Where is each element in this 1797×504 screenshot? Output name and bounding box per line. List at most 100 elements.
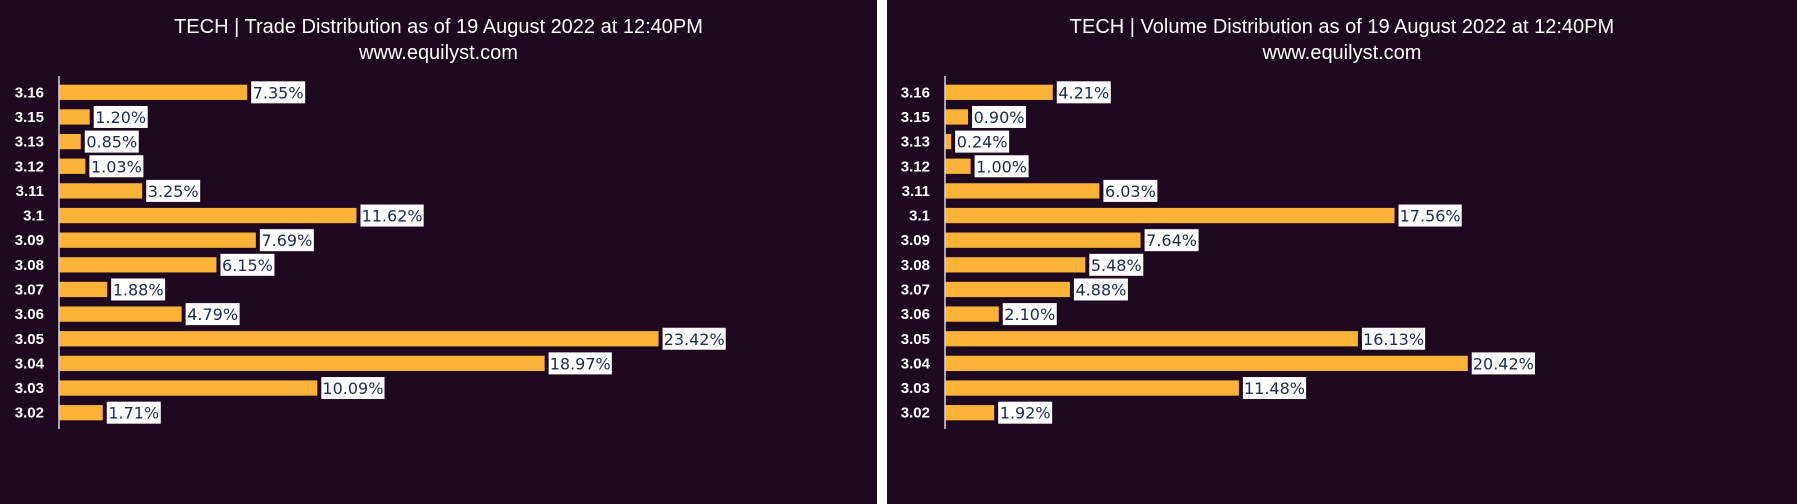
bar <box>945 207 1395 224</box>
category-tick-label: 3.09 <box>901 232 930 249</box>
data-label-background <box>251 81 306 104</box>
category-tick-label: 3.03 <box>901 380 930 397</box>
data-label: 23.42% <box>664 330 725 349</box>
bar <box>945 380 1239 396</box>
category-tick-label: 3.07 <box>15 281 44 298</box>
data-label: 3.25% <box>148 182 199 201</box>
bar <box>945 183 1100 199</box>
category-tick-label: 3.16 <box>15 84 44 101</box>
bar <box>59 405 103 421</box>
chart-title: TECH | Volume Distribution as of 19 Augu… <box>1069 16 1615 38</box>
category-tick-label: 3.05 <box>901 331 930 348</box>
data-label-background <box>1471 352 1535 375</box>
data-label-background <box>360 204 424 227</box>
category-tick-label: 3.09 <box>15 232 44 249</box>
data-label: 17.56% <box>1400 207 1461 226</box>
data-label-background <box>106 401 161 424</box>
bar <box>945 84 1053 100</box>
data-label-background <box>93 105 148 128</box>
data-label-background <box>662 327 726 350</box>
data-label: 1.20% <box>95 108 146 127</box>
data-label: 18.97% <box>550 354 611 373</box>
data-label: 1.88% <box>113 280 164 299</box>
data-label-background <box>955 130 1010 153</box>
category-tick-label: 3.04 <box>901 355 931 372</box>
data-label-background <box>548 352 612 375</box>
data-label: 1.71% <box>108 404 159 423</box>
data-label-background <box>111 278 166 301</box>
bar <box>59 281 108 298</box>
bar <box>59 232 256 248</box>
bar <box>59 109 90 125</box>
data-label: 4.79% <box>187 305 238 324</box>
bar <box>945 306 999 322</box>
bar <box>59 183 143 199</box>
data-label-background <box>974 155 1029 178</box>
trade-distribution-plot: 3.16 7.35%3.15 1.20%3.13 0.85%3.12 1.03%3.11… <box>15 76 726 429</box>
chart-subtitle: www.equilyst.com <box>359 42 518 64</box>
data-label: 0.24% <box>957 133 1008 152</box>
bar <box>945 158 971 174</box>
category-tick-label: 3.06 <box>15 306 44 323</box>
bar <box>59 331 659 347</box>
data-label-background <box>321 377 385 400</box>
category-tick-label: 3.12 <box>15 158 44 175</box>
data-label: 11.62% <box>362 207 423 226</box>
volume-distribution-plot: 3.16 4.21% 3.15 0.90% 3.13 0.24% 3.12 1.00% 3.1 1… <box>901 76 1535 429</box>
data-label: 6.15% <box>222 256 273 275</box>
data-label: 10.09% <box>322 379 383 398</box>
chart-title: TECH | Trade Distribution as of 19 Augus… <box>174 16 703 38</box>
data-label: 1.00% <box>976 157 1027 176</box>
data-label-background <box>1398 204 1462 227</box>
bar <box>59 355 545 372</box>
category-tick-label: 3.1 <box>909 208 930 225</box>
data-label: 20.42% <box>1473 354 1534 373</box>
data-label-background <box>259 229 314 252</box>
category-tick-label: 3.02 <box>901 405 930 422</box>
data-label: 16.13% <box>1363 330 1424 349</box>
data-label: 1.92% <box>1000 404 1051 423</box>
category-tick-label: 3.08 <box>901 257 930 274</box>
data-label: 7.64% <box>1146 231 1197 250</box>
data-label: 7.69% <box>261 231 312 250</box>
data-label-background <box>1002 303 1057 326</box>
category-tick-label: 3.03 <box>15 380 44 397</box>
data-label: 6.03% <box>1105 182 1156 201</box>
data-label-background <box>89 155 144 178</box>
bar <box>59 207 357 224</box>
bar <box>59 158 86 174</box>
bar <box>945 331 1358 347</box>
bar <box>945 405 995 421</box>
category-tick-label: 3.08 <box>15 257 44 274</box>
data-label: 11.48% <box>1244 379 1305 398</box>
data-label: 0.90% <box>974 108 1025 127</box>
bar <box>945 232 1141 248</box>
category-tick-label: 3.05 <box>15 331 44 348</box>
data-label: 1.03% <box>91 157 142 176</box>
category-tick-label: 3.16 <box>901 84 930 101</box>
data-label-background <box>1056 81 1111 104</box>
bar <box>945 109 969 125</box>
category-tick-label: 3.07 <box>901 281 930 298</box>
data-label: 5.48% <box>1091 256 1142 275</box>
data-label-background <box>84 130 139 153</box>
data-label-background <box>1073 278 1128 301</box>
category-tick-label: 3.12 <box>901 158 930 175</box>
bar <box>945 257 1086 273</box>
category-tick-label: 3.11 <box>16 183 44 200</box>
bar <box>945 133 952 150</box>
category-tick-label: 3.13 <box>15 134 44 151</box>
category-tick-label: 3.02 <box>15 405 44 422</box>
trade-distribution-chart: TECH | Trade Distribution as of 19 Augus… <box>0 0 877 504</box>
category-tick-label: 3.13 <box>901 134 930 151</box>
data-label: 2.10% <box>1004 305 1055 324</box>
data-label-background <box>1361 327 1426 350</box>
category-tick-label: 3.15 <box>901 109 930 126</box>
volume-distribution-chart: TECH | Volume Distribution as of 19 Augu… <box>887 0 1797 504</box>
bar <box>59 257 217 273</box>
data-label-background <box>972 105 1027 128</box>
category-tick-label: 3.15 <box>15 109 44 126</box>
data-label: 0.85% <box>86 133 137 152</box>
category-tick-label: 3.1 <box>23 208 44 225</box>
data-label: 4.21% <box>1058 83 1109 102</box>
